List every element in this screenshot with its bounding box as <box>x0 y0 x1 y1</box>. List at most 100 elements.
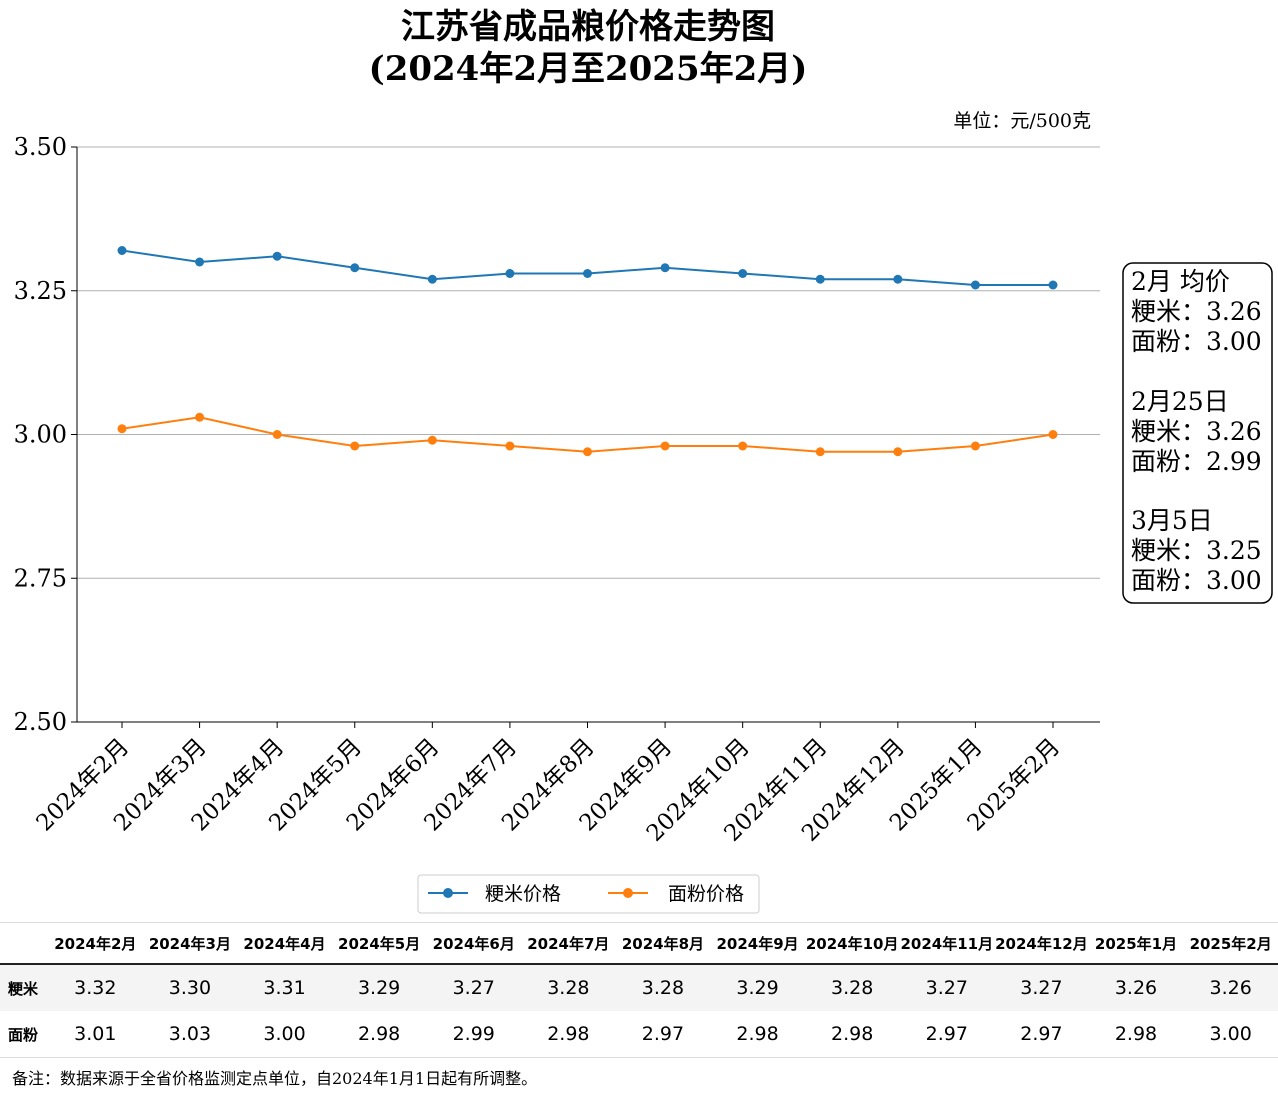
table-cell: 3.27 <box>426 964 522 1011</box>
data-point <box>272 251 282 261</box>
data-point <box>505 269 515 278</box>
table-header-cell: 2024年3月 <box>142 922 238 965</box>
price-note-box: 2月 均价 粳米：3.26 面粉：3.00 2月25日 粳米：3.26 面粉：2… <box>1122 262 1273 604</box>
table-cell: 2.97 <box>994 1011 1089 1058</box>
data-point <box>195 412 205 422</box>
note-mar5-flour: 面粉：3.00 <box>1131 566 1262 595</box>
table-cell: 3.28 <box>804 964 900 1011</box>
legend-marker-rice <box>443 888 453 898</box>
data-point <box>350 441 360 451</box>
note-feb-avg-rice: 粳米：3.26 <box>1131 297 1262 326</box>
legend-label-rice: 粳米价格 <box>485 883 561 905</box>
table-header-cell: 2024年12月 <box>994 922 1089 965</box>
table-cell: 3.27 <box>994 964 1089 1011</box>
data-point <box>893 274 903 284</box>
table-header-row: 2024年2月 2024年3月 2024年4月 2024年5月 2024年6月 2024年… <box>0 922 1278 965</box>
chart-subtitle: (2024年2月至2025年2月) <box>369 49 808 89</box>
table-header-cell: 2024年2月 <box>48 922 143 965</box>
table-header-cell: 2025年1月 <box>1088 922 1184 965</box>
note-feb25-rice: 粳米：3.26 <box>1131 417 1262 446</box>
table-cell: 3.28 <box>615 964 711 1011</box>
data-point <box>195 257 205 267</box>
table-cell: 3.01 <box>48 1011 143 1058</box>
table-cell: 3.00 <box>1183 1011 1278 1058</box>
table-cell: 3.29 <box>710 964 805 1011</box>
table-header-cell: 2024年11月 <box>899 922 995 965</box>
note-mar5-rice: 粳米：3.25 <box>1131 536 1262 565</box>
y-tick-label: 3.00 <box>14 421 67 449</box>
data-point <box>583 269 592 278</box>
note-feb-avg-flour: 面粉：3.00 <box>1131 327 1262 356</box>
data-point <box>738 441 748 451</box>
legend: 粳米价格 面粉价格 <box>417 874 760 914</box>
table-cell: 2.97 <box>615 1011 711 1058</box>
table-row: 面粉 3.01 3.03 3.00 2.98 2.99 2.98 2.97 2.98 2.98 2.… <box>0 1011 1278 1058</box>
data-point <box>815 274 825 284</box>
note-feb25-heading: 2月25日 <box>1131 387 1229 416</box>
y-tick-label: 2.50 <box>14 708 67 736</box>
table-header-cell: 2024年6月 <box>426 922 522 965</box>
note-mar5-heading: 3月5日 <box>1131 506 1213 535</box>
y-tick-label: 3.25 <box>14 277 67 305</box>
table-cell: 2.98 <box>521 1011 616 1058</box>
price-table-container: 2024年2月 2024年3月 2024年4月 2024年5月 2024年6月 2024年… <box>0 922 1278 1058</box>
data-point <box>505 441 515 451</box>
table-header-cell: 2024年9月 <box>710 922 805 965</box>
table-header-cell: 2025年2月 <box>1183 922 1278 965</box>
table-row: 粳米 3.32 3.30 3.31 3.29 3.27 3.28 3.28 3.29 3.28 3.… <box>0 964 1278 1011</box>
data-point <box>738 269 748 278</box>
table-cell: 3.27 <box>899 964 995 1011</box>
table-cell: 2.98 <box>1088 1011 1184 1058</box>
data-point <box>427 435 437 445</box>
table-cell: 3.26 <box>1088 964 1184 1011</box>
data-point <box>350 263 360 273</box>
table-cell: 3.30 <box>142 964 238 1011</box>
y-tick-label: 2.75 <box>14 564 67 592</box>
note-feb25-flour: 面粉：2.99 <box>1131 447 1262 476</box>
table-cell: 3.26 <box>1183 964 1278 1011</box>
data-point <box>660 441 670 451</box>
table-header-cell: 2024年5月 <box>331 922 427 965</box>
table-cell: 3.00 <box>237 1011 332 1058</box>
table-body: 粳米 3.32 3.30 3.31 3.29 3.27 3.28 3.28 3.29 3.28 3.… <box>0 964 1278 1058</box>
data-point <box>427 274 437 284</box>
table-cell: 2.98 <box>331 1011 427 1058</box>
price-trend-chart: 江苏省成品粮价格走势图 (2024年2月至2025年2月) 单位：元/500克 … <box>14 7 1273 914</box>
unit-label: 单位：元/500克 <box>953 110 1091 132</box>
legend-label-flour: 面粉价格 <box>668 883 744 905</box>
price-table: 2024年2月 2024年3月 2024年4月 2024年5月 2024年6月 2024年… <box>0 922 1278 1058</box>
table-cell: 3.32 <box>48 964 143 1011</box>
note-feb-avg-heading: 2月 均价 <box>1131 267 1230 296</box>
table-cell: 3.29 <box>331 964 427 1011</box>
grid-lines <box>77 146 1100 723</box>
table-cell: 2.99 <box>426 1011 522 1058</box>
series-lines <box>117 246 1058 457</box>
data-point <box>272 430 282 439</box>
table-cell: 3.28 <box>521 964 616 1011</box>
data-point <box>1048 430 1058 439</box>
data-point <box>893 447 903 457</box>
data-point <box>970 280 980 290</box>
data-point <box>583 447 592 457</box>
x-axis-ticks: 2024年2月2024年3月2024年4月2024年5月2024年6月2024年… <box>32 722 1065 847</box>
legend-box <box>417 874 760 914</box>
table-cell: 2.98 <box>710 1011 805 1058</box>
data-point <box>815 447 825 457</box>
series-line-0 <box>121 249 1053 286</box>
data-point <box>1048 280 1058 290</box>
table-cell: 2.97 <box>899 1011 995 1058</box>
data-point <box>660 263 670 273</box>
table-cell: 3.31 <box>237 964 332 1011</box>
table-header-blank <box>0 922 48 965</box>
table-cell: 3.03 <box>142 1011 238 1058</box>
table-header-cell: 2024年4月 <box>237 922 332 965</box>
table-cell: 2.98 <box>804 1011 900 1058</box>
price-note-frame <box>1122 262 1273 604</box>
legend-marker-flour <box>623 888 633 898</box>
table-row-label: 面粉 <box>0 1011 48 1058</box>
table-header-cell: 2024年7月 <box>521 922 616 965</box>
y-axis-ticks: 2.50 2.75 3.00 3.25 3.50 <box>14 133 77 736</box>
table-header-cell: 2024年8月 <box>615 922 711 965</box>
data-point <box>970 441 980 451</box>
data-point <box>117 246 127 255</box>
